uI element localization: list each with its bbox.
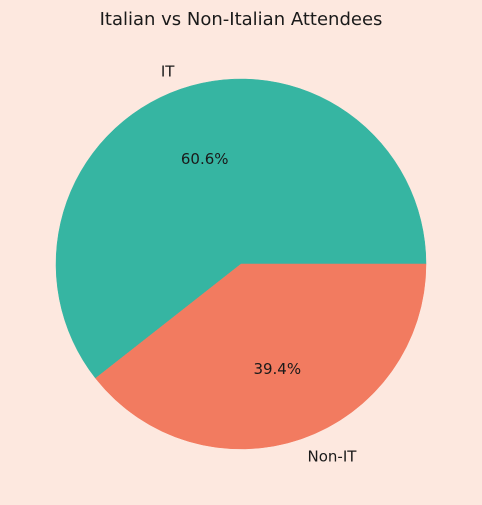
chart-title: Italian vs Non-Italian Attendees: [100, 9, 383, 30]
labels-layer: IT 60.6% Non-IT 39.4%: [161, 63, 357, 466]
slices-layer: [55, 78, 427, 450]
pie-slice-it: [55, 78, 427, 379]
slice-label-it: IT: [161, 63, 175, 81]
pct-label-it: 60.6%: [181, 150, 229, 168]
slice-label-non-it: Non-IT: [308, 447, 358, 465]
pct-label-non-it: 39.4%: [253, 360, 301, 378]
pie-slice-non-it: [95, 263, 427, 450]
